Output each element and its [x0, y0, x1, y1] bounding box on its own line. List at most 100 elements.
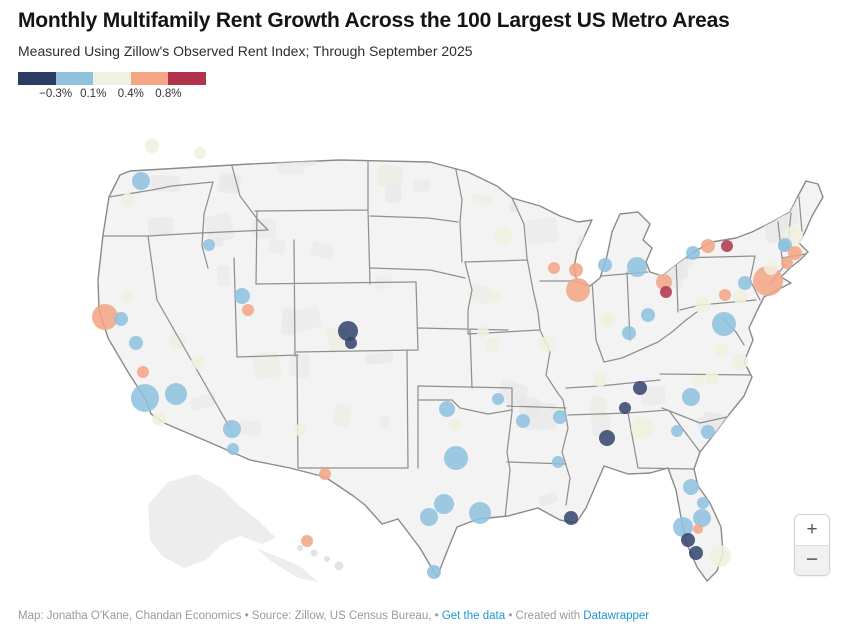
metro-bubble[interactable]: [223, 420, 241, 438]
metro-bubble[interactable]: [564, 511, 578, 525]
metro-bubble[interactable]: [721, 240, 733, 252]
metro-bubble[interactable]: [715, 343, 729, 357]
metro-bubble[interactable]: [705, 371, 719, 385]
metro-bubble[interactable]: [686, 246, 700, 260]
metro-bubble[interactable]: [633, 381, 647, 395]
metro-bubble[interactable]: [593, 373, 607, 387]
metro-bubble[interactable]: [132, 172, 150, 190]
metro-bubble[interactable]: [427, 565, 441, 579]
metro-bubble[interactable]: [598, 258, 612, 272]
created-with-text: • Created with: [505, 610, 584, 622]
metro-bubble[interactable]: [673, 517, 693, 537]
metro-bubble[interactable]: [294, 424, 306, 436]
metro-bubbles-layer[interactable]: [92, 139, 803, 579]
metro-bubble[interactable]: [566, 278, 590, 302]
metro-bubble[interactable]: [92, 304, 118, 330]
metro-bubble[interactable]: [697, 497, 709, 509]
alaska-silhouette: [148, 474, 318, 582]
metro-bubble[interactable]: [709, 545, 731, 567]
zoom-in-button[interactable]: +: [795, 515, 829, 545]
metro-bubble[interactable]: [601, 313, 615, 327]
metro-bubble[interactable]: [788, 246, 802, 260]
metro-bubble[interactable]: [449, 419, 461, 431]
metro-bubble[interactable]: [641, 308, 655, 322]
metro-bubble[interactable]: [420, 508, 438, 526]
metro-bubble[interactable]: [732, 354, 748, 370]
metro-bubble[interactable]: [660, 286, 672, 298]
metro-bubble[interactable]: [114, 312, 128, 326]
metro-bubble[interactable]: [137, 366, 149, 378]
metro-bubble[interactable]: [753, 266, 783, 296]
metro-bubble[interactable]: [701, 239, 715, 253]
metro-bubble[interactable]: [548, 262, 560, 274]
metro-bubble[interactable]: [681, 533, 695, 547]
metro-bubble[interactable]: [489, 291, 501, 303]
metro-bubble[interactable]: [234, 288, 250, 304]
metro-bubble[interactable]: [599, 430, 615, 446]
chart-subtitle: Measured Using Zillow's Observed Rent In…: [18, 43, 473, 60]
attribution-footer: Map: Jonatha O'Kane, Chandan Economics •…: [18, 610, 649, 622]
legend-tick-label: 0.4%: [117, 88, 144, 101]
metro-bubble[interactable]: [569, 263, 583, 277]
metro-bubble[interactable]: [619, 402, 631, 414]
get-the-data-link[interactable]: Get the data: [441, 610, 506, 622]
metro-bubble[interactable]: [516, 414, 530, 428]
metro-bubble[interactable]: [121, 193, 135, 207]
legend-tick-label: 0.1%: [80, 88, 107, 101]
metro-bubble[interactable]: [301, 535, 313, 547]
metro-bubble[interactable]: [656, 274, 672, 290]
metro-bubble[interactable]: [492, 393, 504, 405]
metro-bubble[interactable]: [552, 456, 564, 468]
legend-tick-label: 0.8%: [155, 88, 182, 101]
metro-bubble[interactable]: [444, 446, 468, 470]
metro-bubble[interactable]: [781, 257, 793, 269]
metro-bubble[interactable]: [693, 524, 703, 534]
metro-bubble[interactable]: [712, 312, 736, 336]
metro-bubble[interactable]: [194, 147, 206, 159]
metro-bubble[interactable]: [695, 297, 711, 313]
metro-bubble[interactable]: [152, 412, 166, 426]
metro-bubble[interactable]: [242, 304, 254, 316]
metro-bubble[interactable]: [778, 240, 790, 252]
map-zoom-control: + −: [794, 514, 830, 576]
metro-bubble[interactable]: [191, 355, 205, 369]
datawrapper-link[interactable]: Datawrapper: [583, 610, 650, 622]
metro-bubble[interactable]: [692, 375, 704, 387]
metro-bubble[interactable]: [627, 257, 647, 277]
legend-label-row: −0.3% 0.1% 0.4% 0.8%: [18, 85, 238, 101]
metro-bubble[interactable]: [485, 338, 499, 352]
metro-bubble[interactable]: [469, 502, 491, 524]
metro-bubble[interactable]: [671, 425, 683, 437]
metro-bubble[interactable]: [129, 336, 143, 350]
metro-bubble[interactable]: [131, 384, 159, 412]
metro-bubble[interactable]: [719, 289, 731, 301]
metro-bubble[interactable]: [477, 326, 489, 338]
metro-bubble[interactable]: [738, 276, 752, 290]
metro-bubble[interactable]: [693, 509, 711, 527]
metro-bubble[interactable]: [539, 336, 555, 352]
metro-bubble[interactable]: [338, 321, 358, 341]
metro-bubble[interactable]: [145, 139, 159, 153]
metro-bubble[interactable]: [764, 261, 778, 275]
zoom-out-button[interactable]: −: [795, 544, 829, 575]
metro-bubble[interactable]: [121, 291, 133, 303]
metro-bubble[interactable]: [553, 410, 567, 424]
chart-header: Monthly Multifamily Rent Growth Across t…: [18, 8, 828, 112]
metro-bubble[interactable]: [631, 417, 653, 439]
metro-bubble[interactable]: [701, 425, 715, 439]
metro-bubble[interactable]: [203, 239, 215, 251]
metro-bubble[interactable]: [227, 443, 239, 455]
metro-bubble[interactable]: [689, 546, 703, 560]
metro-bubble[interactable]: [494, 227, 512, 245]
metro-bubble[interactable]: [434, 494, 454, 514]
metro-bubble[interactable]: [165, 383, 187, 405]
metro-bubble[interactable]: [683, 479, 699, 495]
metro-bubble[interactable]: [345, 337, 357, 349]
metro-bubble[interactable]: [682, 388, 700, 406]
legend-color-swatch: [130, 72, 169, 86]
metro-bubble[interactable]: [319, 468, 331, 480]
metro-bubble[interactable]: [439, 401, 455, 417]
metro-bubble[interactable]: [733, 290, 747, 304]
metro-bubble[interactable]: [622, 326, 636, 340]
